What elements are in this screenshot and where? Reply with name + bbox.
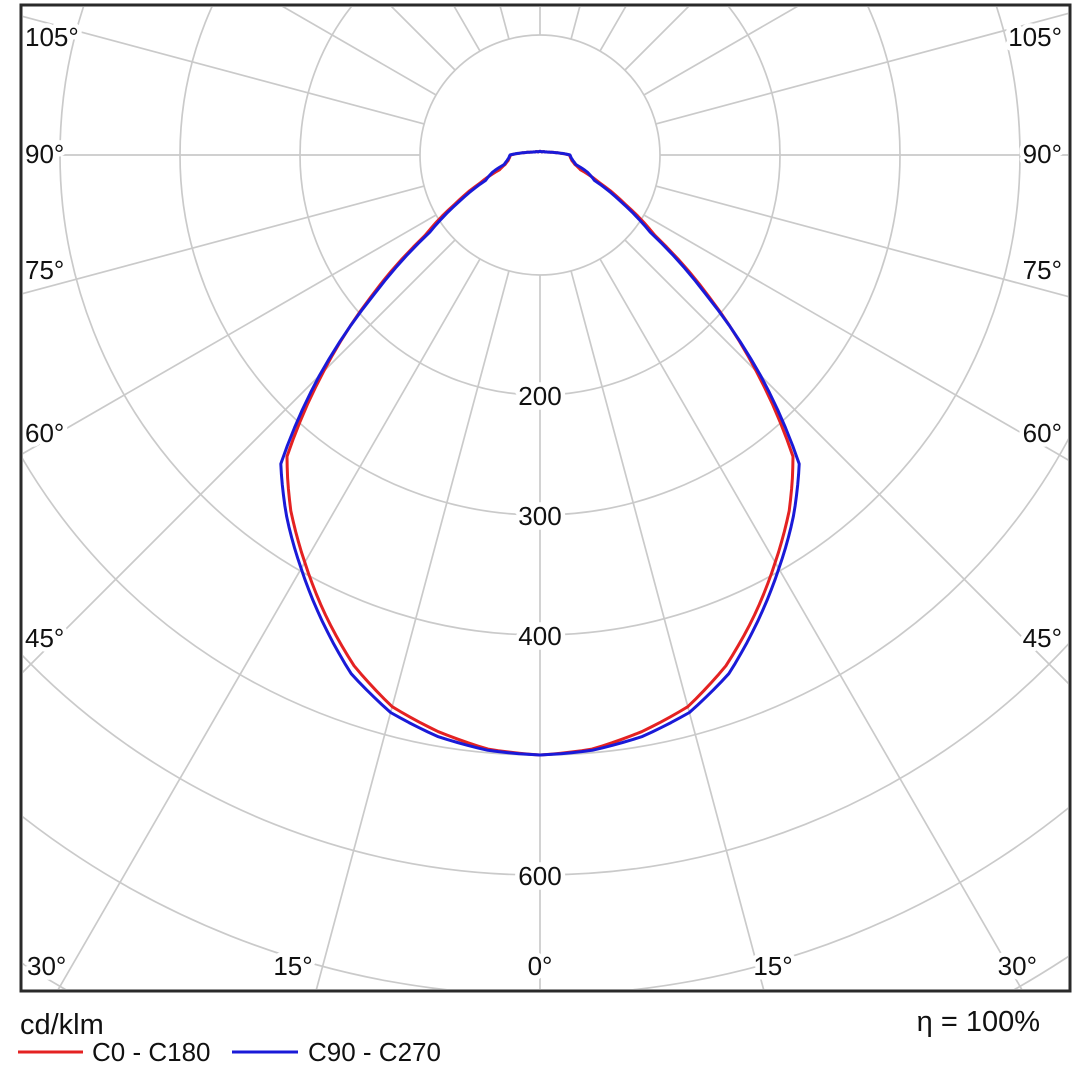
legend-label-c0-c180: C0 - C180 (92, 1037, 211, 1067)
radial-axis-labels: 200 300 400 600 (514, 377, 566, 896)
angle-labels-right: 105° 90° 75° 60° 45° 30° (993, 18, 1066, 986)
ring-label-200: 200 (518, 381, 561, 411)
grid-spoke-285 (23, 185, 425, 295)
legend: C0 - C180 C90 - C270 (18, 1037, 441, 1067)
chart-footer: cd/klm η = 100% C0 - C180 C90 - C270 (18, 1006, 1040, 1067)
angle-label-bottom-15-left: 15° (273, 951, 312, 981)
angle-label-bottom-15-right: 15° (753, 951, 792, 981)
angle-labels-left: 105° 90° 75° 60° 45° 30° (21, 18, 84, 986)
angle-label-left-105: 105° (25, 22, 79, 52)
angle-label-left-90: 90° (25, 139, 64, 169)
angle-label-left-75: 75° (25, 255, 64, 285)
grid-spoke-345 (315, 270, 510, 989)
grid-spoke-75 (655, 185, 1068, 298)
angle-label-right-105: 105° (1008, 22, 1062, 52)
grid-spoke-105 (655, 12, 1068, 125)
ring-label-600: 600 (518, 861, 561, 891)
grid-spoke-60 (643, 214, 1068, 461)
grid-spoke-330 (57, 258, 481, 989)
plot-border (19, 3, 1072, 993)
grid-spoke-255 (23, 15, 425, 125)
ring-label-400: 400 (518, 621, 561, 651)
units-label: cd/klm (20, 1009, 104, 1041)
angle-labels-bottom: 15° 0° 15° (269, 947, 797, 986)
grid-spoke-30 (599, 258, 1023, 989)
angle-label-bottom-0: 0° (528, 951, 553, 981)
grid-spoke-315 (23, 239, 456, 674)
angle-label-left-45: 45° (25, 623, 64, 653)
ring-label-300: 300 (518, 501, 561, 531)
grid-spoke-45 (624, 239, 1068, 685)
angle-label-right-45: 45° (1023, 623, 1062, 653)
angle-label-right-60: 60° (1023, 418, 1062, 448)
legend-label-c90-c270: C90 - C270 (308, 1037, 441, 1067)
angle-label-right-30: 30° (998, 951, 1037, 981)
angle-label-right-75: 75° (1023, 255, 1062, 285)
intensity-curves (279, 149, 801, 757)
grid-spoke-15 (570, 270, 765, 989)
angle-label-left-30: 30° (27, 951, 66, 981)
angle-label-left-60: 60° (25, 418, 64, 448)
efficiency-label: η = 100% (917, 1006, 1040, 1038)
grid-spoke-300 (23, 214, 437, 455)
curve-c90-c270 (279, 149, 801, 757)
angle-label-right-90: 90° (1023, 139, 1062, 169)
